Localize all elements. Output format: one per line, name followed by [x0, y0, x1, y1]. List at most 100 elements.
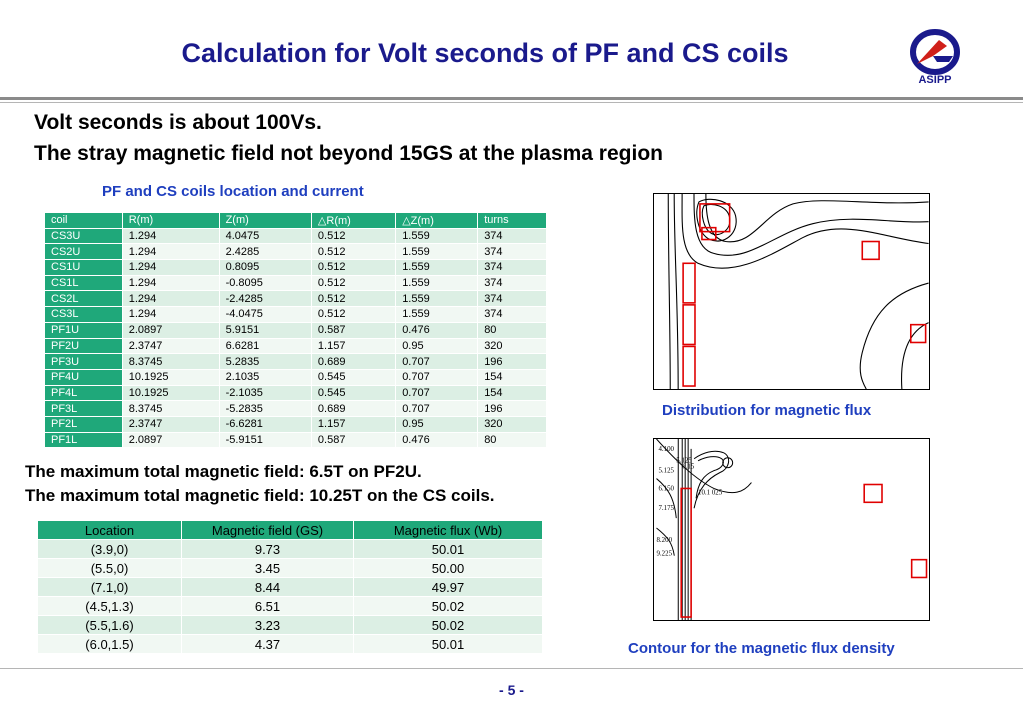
coil-location-table: coil R(m) Z(m) △R(m) △Z(m) turns CS3U 1.2… — [44, 212, 547, 449]
coil-name-cell: PF2L — [44, 415, 123, 433]
column-header: turns — [477, 212, 547, 229]
location-cell: (3.9,0) — [37, 539, 182, 559]
coil-name-cell: CS2U — [44, 243, 123, 261]
coil-name-cell: CS1L — [44, 274, 123, 292]
table-cell: 320 — [477, 337, 547, 355]
table-cell: 10.1925 — [121, 368, 220, 386]
magnetic-flux-density-contour-plot: 4.100 5.125 6.15 5.125 6.150 10.1 025 7.… — [653, 438, 930, 621]
table-cell: -2.1035 — [218, 384, 312, 402]
table-cell: 1.157 — [310, 415, 397, 433]
table-cell: 0.512 — [310, 306, 397, 323]
table-cell: 0.707 — [395, 400, 479, 417]
column-header: Z(m) — [218, 212, 312, 229]
table-cell: 2.3747 — [121, 415, 220, 433]
table-row: CS1L 1.294 -0.8095 0.512 1.559 374 — [44, 274, 547, 292]
lead-line-volt-seconds: Volt seconds is about 100Vs. — [34, 111, 322, 134]
table-cell: -2.4285 — [218, 290, 312, 308]
table-cell: -5.2835 — [218, 400, 312, 417]
figure2-caption: Contour for the magnetic flux density — [628, 640, 895, 657]
table-cell: 154 — [477, 368, 547, 386]
table-cell: 1.294 — [121, 259, 220, 276]
magnetic-flux-distribution-plot — [653, 193, 930, 390]
coil-name-cell: CS2L — [44, 290, 123, 308]
table-cell: 196 — [477, 353, 547, 370]
table-cell: 0.8095 — [218, 259, 312, 276]
table-cell: 0.689 — [310, 400, 397, 417]
location-cell: (7.1,0) — [37, 577, 182, 597]
max-field-cs-coils: The maximum total magnetic field: 10.25T… — [25, 486, 495, 505]
table-cell: -6.6281 — [218, 415, 312, 433]
table-row: (7.1,0) 8.44 49.97 — [37, 577, 543, 597]
location-cell: (4.5,1.3) — [37, 596, 182, 616]
table-cell: 4.37 — [181, 634, 354, 654]
table-cell: 0.707 — [395, 368, 479, 386]
table-row: CS1U 1.294 0.8095 0.512 1.559 374 — [44, 259, 547, 276]
column-header: Magnetic flux (Wb) — [353, 520, 543, 540]
column-header: Location — [37, 520, 182, 540]
table-cell: 49.97 — [353, 577, 543, 597]
column-header: Magnetic field (GS) — [181, 520, 354, 540]
column-header: △R(m) — [310, 212, 397, 229]
table-cell: 374 — [477, 243, 547, 261]
table-cell: 50.01 — [353, 539, 543, 559]
table-cell: 1.294 — [121, 306, 220, 323]
table-cell: 5.2835 — [218, 353, 312, 370]
contour-label: 6.15 — [682, 464, 695, 471]
table-cell: 0.587 — [310, 431, 397, 449]
footer-divider — [0, 668, 1023, 669]
table-cell: 8.44 — [181, 577, 354, 597]
figure1-caption: Distribution for magnetic flux — [662, 402, 872, 419]
table-cell: 0.689 — [310, 353, 397, 370]
contour-label: 10.1 025 — [698, 489, 723, 496]
asipp-logo-icon — [910, 29, 960, 75]
max-field-pf2u: The maximum total magnetic field: 6.5T o… — [25, 462, 422, 481]
table-row: PF2L 2.3747 -6.6281 1.157 0.95 320 — [44, 415, 547, 433]
table-cell: 374 — [477, 306, 547, 323]
table-cell: -5.9151 — [218, 431, 312, 449]
coil-name-cell: PF1L — [44, 431, 123, 449]
coil-name-cell: CS3U — [44, 227, 123, 245]
table-cell: 9.73 — [181, 539, 354, 559]
slide-title: Calculation for Volt seconds of PF and C… — [181, 38, 789, 68]
table-cell: 1.294 — [121, 274, 220, 292]
table-cell: 196 — [477, 400, 547, 417]
table-row: (5.5,0) 3.45 50.00 — [37, 558, 543, 578]
column-header: △Z(m) — [395, 212, 479, 229]
table-cell: 8.3745 — [121, 400, 220, 417]
table-cell: 0.545 — [310, 384, 397, 402]
table-header-row: coil R(m) Z(m) △R(m) △Z(m) turns — [44, 212, 547, 229]
location-cell: (5.5,0) — [37, 558, 182, 578]
table-cell: 50.01 — [353, 634, 543, 654]
table-cell: 3.23 — [181, 615, 354, 635]
table-cell: 6.6281 — [218, 337, 312, 355]
contour-label: 6.150 — [658, 485, 674, 492]
table-cell: 0.95 — [395, 415, 479, 433]
table-cell: 2.0897 — [121, 321, 220, 339]
table-row: PF3L 8.3745 -5.2835 0.689 0.707 196 — [44, 400, 547, 417]
table-cell: 2.1035 — [218, 368, 312, 386]
table-cell: 2.0897 — [121, 431, 220, 449]
table-row: (5.5,1.6) 3.23 50.02 — [37, 615, 543, 635]
table-cell: -4.0475 — [218, 306, 312, 323]
table-cell: 8.3745 — [121, 353, 220, 370]
table-cell: -0.8095 — [218, 274, 312, 292]
coil-name-cell: PF1U — [44, 321, 123, 339]
location-cell: (5.5,1.6) — [37, 615, 182, 635]
column-header: coil — [44, 212, 123, 229]
table-cell: 1.157 — [310, 337, 397, 355]
table-cell: 0.707 — [395, 353, 479, 370]
field-location-table: Location Magnetic field (GS) Magnetic fl… — [37, 520, 543, 654]
header-divider — [0, 97, 1023, 103]
table-row: (6.0,1.5) 4.37 50.01 — [37, 634, 543, 654]
coil-name-cell: PF3L — [44, 400, 123, 417]
table-header-row: Location Magnetic field (GS) Magnetic fl… — [37, 520, 543, 540]
table-cell: 1.559 — [395, 227, 479, 245]
table-cell: 0.512 — [310, 290, 397, 308]
table-cell: 374 — [477, 259, 547, 276]
table-row: CS2U 1.294 2.4285 0.512 1.559 374 — [44, 243, 547, 261]
coil-table-caption: PF and CS coils location and current — [102, 183, 364, 200]
table-cell: 1.294 — [121, 227, 220, 245]
table-row: PF1L 2.0897 -5.9151 0.587 0.476 80 — [44, 431, 547, 449]
contour-label: 9.225 — [656, 551, 672, 558]
table-cell: 1.559 — [395, 243, 479, 261]
